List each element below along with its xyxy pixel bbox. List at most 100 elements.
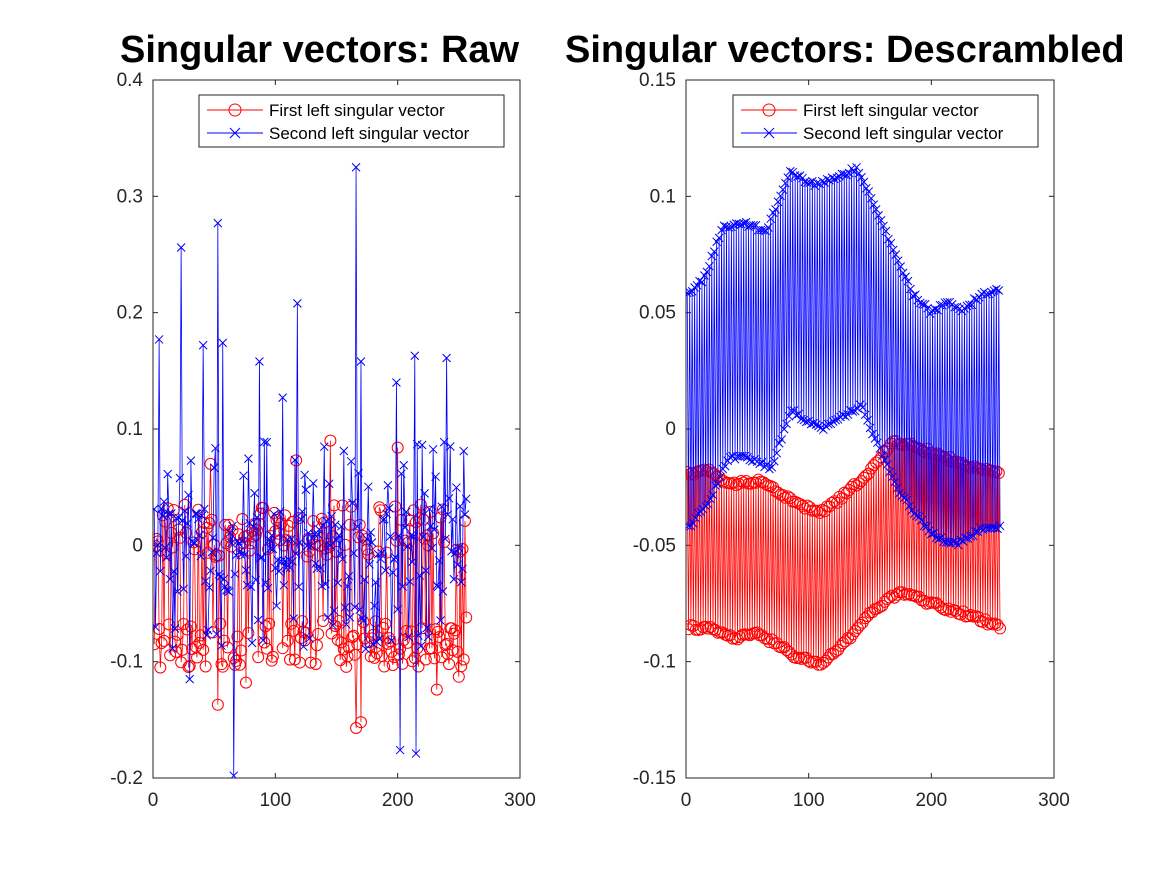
descrambled-second-vector-point [982, 289, 991, 299]
descrambled-legend-second-label: Second left singular vector [803, 124, 1004, 143]
descrambled-second-vector-point [700, 271, 709, 280]
raw-second-vector-point [327, 511, 336, 521]
raw-first-vector-point [438, 536, 451, 549]
descrambled-second-vector-point [738, 451, 747, 461]
raw-second-vector-point [371, 578, 381, 587]
raw-first-vector-point [182, 660, 195, 673]
descrambled-second-vector-point [689, 519, 698, 528]
raw-second-vector-point [365, 560, 374, 569]
raw-second-vector-point [407, 557, 417, 567]
descrambled-second-vector-point [852, 162, 861, 172]
descrambled-second-vector-point [814, 421, 823, 431]
raw-second-vector-point [204, 583, 214, 592]
raw-second-vector-point [266, 544, 275, 553]
raw-subplot: 0 100 200 300 -0.2 -0.1 0 0.1 0.2 0.3 0.4 First lef… [110, 70, 536, 811]
raw-second-vector-point [202, 630, 212, 640]
descrambled-second-vector-point [848, 407, 858, 416]
descrambled-subplot: 0 100 200 300 -0.15 -0.1 -0.05 0 0.05 0.1 0.15 Firs… [633, 70, 1070, 811]
raw-second-vector-point [438, 587, 448, 596]
raw-second-vector-point [259, 437, 269, 447]
raw-second-vector-point [168, 644, 177, 653]
descrambled-legend-first-label: First left singular vector [803, 101, 979, 120]
raw-second-vector-point [461, 494, 471, 504]
raw-second-vector-point [382, 509, 392, 519]
descrambled-second-vector-point [709, 247, 719, 256]
raw-second-vector-point [184, 490, 193, 500]
descrambled-second-vector-point [803, 178, 812, 187]
raw-second-vector-point [255, 357, 264, 366]
descrambled-first-vector-point [991, 618, 1004, 631]
descrambled-second-vector-point [987, 287, 996, 297]
descrambled-second-vector-point [708, 490, 718, 500]
raw-second-vector-point [454, 543, 464, 553]
raw-second-vector-point [301, 485, 311, 495]
descrambled-second-vector-point [859, 177, 869, 187]
raw-second-vector-point [355, 605, 365, 615]
raw-second-vector-point [340, 603, 350, 612]
raw-second-vector-point [220, 582, 230, 592]
descrambled-y-tick-label: 0.1 [650, 186, 676, 207]
raw-first-vector-point [241, 529, 254, 542]
raw-second-vector-point [350, 602, 360, 612]
raw-second-vector-point [448, 514, 458, 524]
raw-first-vector-point [202, 546, 215, 559]
raw-legend-first-swatch-marker [228, 103, 242, 117]
descrambled-second-vector-point [973, 527, 983, 537]
descrambled-second-vector-point [724, 222, 734, 232]
raw-second-vector-point [285, 563, 295, 573]
raw-second-vector-point [241, 565, 251, 575]
descrambled-second-vector-point [869, 200, 879, 209]
descrambled-second-vector-point [720, 461, 730, 471]
raw-second-vector-point [458, 564, 467, 574]
raw-first-vector-point [455, 660, 468, 673]
descrambled-second-vector-point [874, 211, 883, 220]
raw-second-vector-point [328, 621, 338, 630]
descrambled-legend-first-swatch-marker [762, 103, 776, 117]
raw-second-vector-point [392, 378, 401, 387]
descrambled-second-vector-point [766, 214, 775, 224]
raw-second-vector-point [192, 509, 202, 519]
descrambled-second-vector-point [794, 409, 804, 419]
raw-second-vector-point [383, 480, 393, 490]
descrambled-second-vector-point [773, 197, 783, 207]
raw-first-vector-point [430, 683, 443, 696]
raw-first-vector-point [325, 627, 338, 640]
raw-second-vector-point [226, 538, 236, 548]
raw-second-vector-point [294, 582, 303, 592]
raw-first-vector-point [412, 660, 425, 673]
descrambled-second-vector-point [882, 460, 892, 469]
raw-first-vector-point [422, 539, 435, 552]
descrambled-second-vector-point [703, 499, 713, 509]
descrambled-second-vector-point [866, 193, 876, 203]
descrambled-legend-second-swatch-marker [763, 127, 775, 139]
raw-first-vector-point [419, 653, 432, 666]
raw-second-vector-point [292, 299, 302, 308]
raw-second-vector-point [263, 583, 273, 593]
descrambled-second-vector-point [765, 464, 774, 474]
descrambled-y-tick-label: 0.15 [639, 70, 676, 91]
raw-first-vector-point [263, 617, 276, 630]
raw-second-vector-point [341, 620, 351, 629]
raw-second-vector-point [275, 506, 285, 516]
descrambled-second-vector-point [740, 451, 750, 461]
descrambled-second-vector-point [934, 534, 944, 544]
raw-second-vector-point [235, 547, 245, 556]
raw-first-vector-point [446, 644, 459, 657]
raw-second-vector-point [258, 635, 268, 645]
raw-second-vector-point [404, 632, 414, 642]
raw-first-vector-point [418, 532, 431, 545]
descrambled-second-vector-point [725, 453, 735, 462]
raw-first-vector-point [170, 645, 183, 658]
raw-y-tick-label: 0.2 [117, 303, 143, 324]
raw-first-vector-point [199, 660, 212, 673]
raw-second-vector-point [367, 538, 377, 547]
raw-second-vector-point [211, 443, 220, 453]
descrambled-second-vector-point [864, 187, 874, 196]
descrambled-second-vector-point [702, 267, 712, 277]
descrambled-second-vector-point [712, 237, 722, 247]
descrambled-second-vector-point [965, 300, 974, 310]
descrambled-second-vector-point [736, 219, 746, 229]
descrambled-second-vector-point [898, 268, 908, 278]
raw-second-vector-point [428, 444, 438, 454]
raw-second-vector-point [359, 616, 368, 626]
